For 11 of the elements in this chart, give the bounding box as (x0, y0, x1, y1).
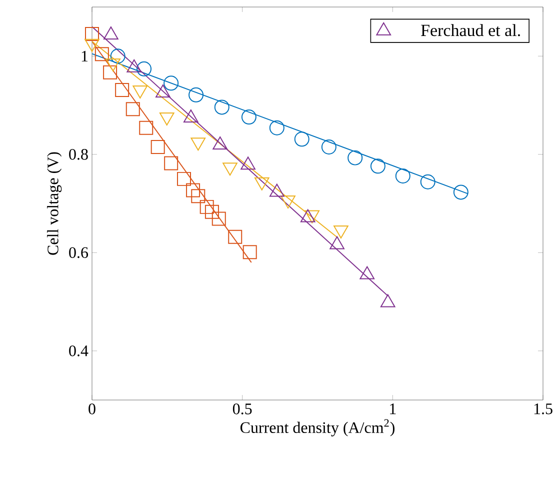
x-tick-label: 0.5 (232, 404, 252, 414)
y-tick-label: 0.4 (69, 345, 88, 356)
x-tick-label: 0 (88, 404, 96, 414)
legend-label: Ferchaud et al. (421, 24, 520, 36)
x-tick-label: 1.5 (534, 404, 552, 414)
x-tick-label: 1 (390, 404, 396, 414)
y-tick-label: 0.6 (69, 247, 88, 258)
y-tick-label: 1 (82, 50, 88, 62)
y-tick-label: 0.8 (69, 148, 88, 160)
y-axis-title: Cell voltage (V) (47, 152, 62, 255)
x-axis-title: Current density (A/cm$^{2}$) (240, 419, 394, 436)
